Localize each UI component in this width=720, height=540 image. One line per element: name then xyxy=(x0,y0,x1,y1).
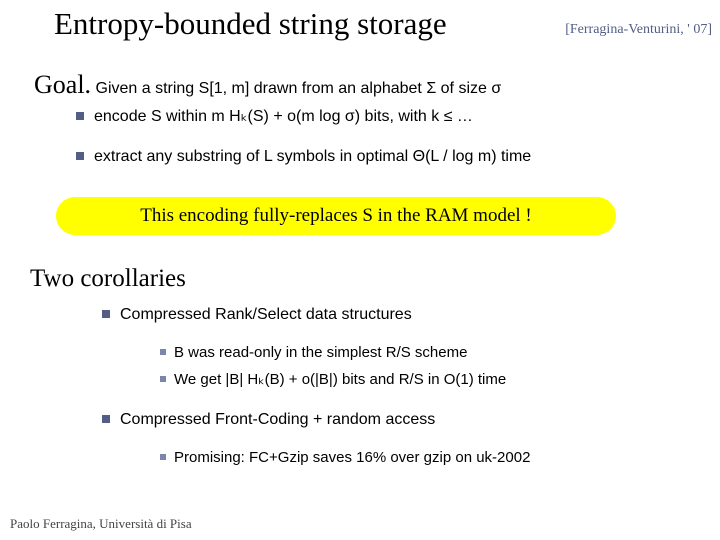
bullet-extract-text: extract any substring of L symbols in op… xyxy=(94,148,531,165)
goal-line: Goal. Given a string S[1, m] drawn from … xyxy=(34,70,501,100)
corollary-2: Compressed Front-Coding + random access xyxy=(102,410,435,431)
two-corollaries-heading: Two corollaries xyxy=(30,265,186,293)
slide-title: Entropy-bounded string storage xyxy=(54,6,447,42)
bullet-extract: extract any substring of L symbols in op… xyxy=(76,147,531,168)
citation: [Ferragina-Venturini, ' 07] xyxy=(565,22,712,38)
corollary-1-sub-2-text: We get |B| Hₖ(B) + o(|B|) bits and R/S i… xyxy=(174,371,506,388)
highlight-box: This encoding fully-replaces S in the RA… xyxy=(56,197,616,235)
bullet-marker-icon xyxy=(102,415,110,423)
footer: Paolo Ferragina, Università di Pisa xyxy=(10,516,192,532)
bullet-marker-icon xyxy=(76,112,84,120)
corollary-2-sub-1-text: Promising: FC+Gzip saves 16% over gzip o… xyxy=(174,449,530,466)
bullet-encode: encode S within m Hₖ(S) + o(m log σ) bit… xyxy=(76,107,473,128)
goal-label: Goal. xyxy=(34,70,91,99)
corollary-1: Compressed Rank/Select data structures xyxy=(102,305,412,326)
highlight-text: This encoding fully-replaces S in the RA… xyxy=(140,205,532,227)
bullet-marker-icon xyxy=(160,376,166,382)
slide: Entropy-bounded string storage [Ferragin… xyxy=(0,0,720,540)
bullet-marker-icon xyxy=(76,152,84,160)
corollary-2-sub-1: Promising: FC+Gzip saves 16% over gzip o… xyxy=(160,448,530,468)
corollary-1-sub-1: B was read-only in the simplest R/S sche… xyxy=(160,343,467,363)
corollary-1-sub-1-text: B was read-only in the simplest R/S sche… xyxy=(174,344,467,361)
bullet-marker-icon xyxy=(160,349,166,355)
bullet-encode-text: encode S within m Hₖ(S) + o(m log σ) bit… xyxy=(94,108,473,125)
bullet-marker-icon xyxy=(102,310,110,318)
bullet-marker-icon xyxy=(160,454,166,460)
goal-text: Given a string S[1, m] drawn from an alp… xyxy=(91,80,501,97)
corollary-1-sub-2: We get |B| Hₖ(B) + o(|B|) bits and R/S i… xyxy=(160,370,506,390)
corollary-2-text: Compressed Front-Coding + random access xyxy=(120,411,435,428)
corollary-1-text: Compressed Rank/Select data structures xyxy=(120,306,412,323)
